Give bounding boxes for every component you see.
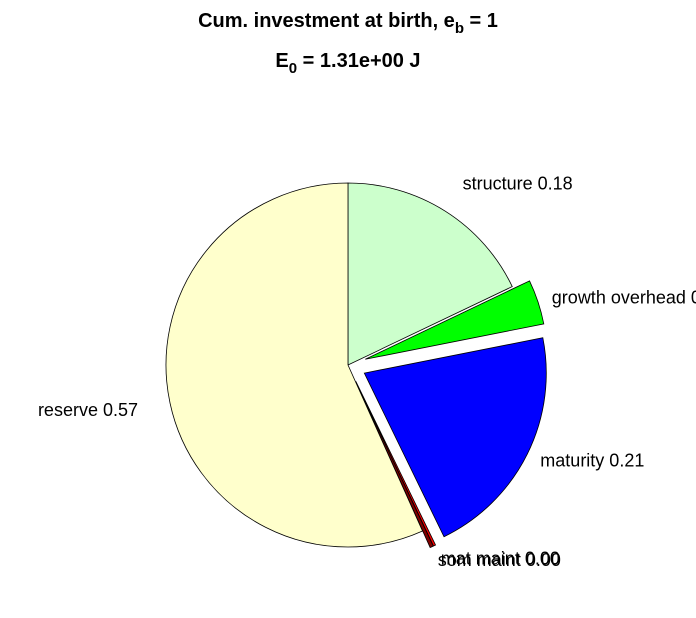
pie-label-2: growth overhead 0.04	[552, 287, 696, 307]
pie-slice-1	[347, 182, 513, 366]
title-1-sub: b	[455, 20, 464, 37]
chart-title-line-2: E0 = 1.31e+00 J	[275, 50, 420, 77]
title-2-sub: 0	[289, 60, 297, 77]
chart-title-line-1: Cum. investment at birth, eb = 1	[198, 10, 498, 37]
pie-label-0: reserve 0.57	[38, 400, 138, 420]
pie-label-1: structure 0.18	[463, 173, 573, 193]
pie-label-4: som maint 0.00	[438, 550, 561, 570]
pie-slice-0	[165, 182, 424, 548]
pie-slice-3	[363, 337, 547, 538]
pie-label-3: maturity 0.21	[540, 451, 644, 471]
pie-labels: structure 0.18 growth overhead 0.04 maturi…	[38, 173, 696, 570]
pie-slices	[165, 182, 547, 549]
pie-label-5: mat maint 0.00	[441, 549, 560, 569]
title-1-main: Cum. investment at birth, e	[198, 10, 455, 32]
title-2-tail: = 1.31e+00 J	[297, 50, 420, 72]
pie-slice-4	[355, 381, 434, 549]
title-1-tail: = 1	[464, 10, 498, 32]
pie-slice-2	[365, 280, 545, 360]
title-2-main: E	[275, 50, 288, 72]
